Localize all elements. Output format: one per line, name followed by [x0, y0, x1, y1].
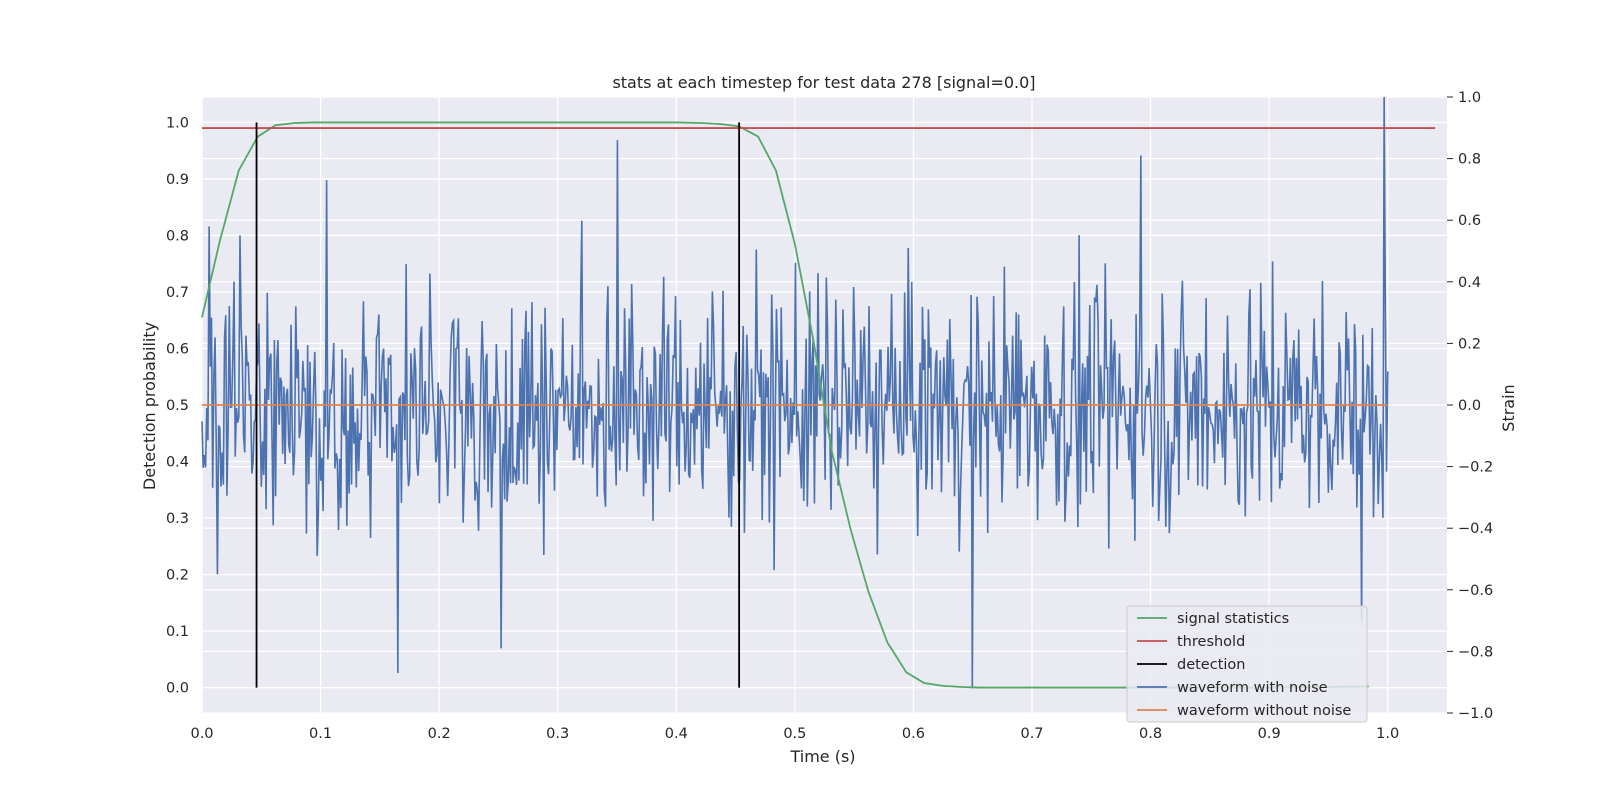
y-tick-label-right: 0.0 — [1458, 398, 1481, 414]
y-tick-label-left: 1.0 — [166, 115, 189, 131]
legend: signal statistics threshold detection wavef… — [1126, 605, 1368, 723]
y-tick-label-right: −1.0 — [1458, 706, 1493, 722]
y-tick-label-right: 0.6 — [1458, 213, 1481, 229]
series-layer — [201, 96, 1436, 689]
y-tick-label-left: 0.0 — [166, 681, 189, 697]
y-tick-label-left: 0.2 — [166, 568, 189, 584]
y-tick-label-left: 0.5 — [166, 398, 189, 414]
y-tick-label-left: 0.9 — [166, 172, 189, 188]
tick-labels: 0.0 0.1 0.2 0.3 0.4 0.5 0.6 0.7 0.8 0.9 1.0 0.0 0.1 0… — [166, 90, 1493, 742]
y-tick-label-right: 0.2 — [1458, 336, 1481, 352]
x-tick-label: 0.9 — [1258, 726, 1281, 742]
y-tick-label-right: −0.2 — [1458, 460, 1493, 476]
legend-label: waveform without noise — [1177, 703, 1351, 719]
y-axis-title-left: Detection probability — [140, 322, 159, 490]
x-axis-title: Time (s) — [789, 747, 855, 766]
legend-label: waveform with noise — [1177, 680, 1328, 696]
y-tick-label-right: 0.4 — [1458, 275, 1481, 291]
y-tick-label-left: 0.7 — [166, 285, 189, 301]
chart-title: stats at each timestep for test data 278… — [612, 73, 1035, 92]
series-signal-statistics — [201, 121, 1369, 689]
y-tick-label-left: 0.4 — [166, 455, 189, 471]
x-tick-label: 0.6 — [902, 726, 925, 742]
x-tick-label: 0.0 — [190, 726, 213, 742]
legend-label: signal statistics — [1177, 611, 1289, 627]
x-tick-label: 0.2 — [428, 726, 451, 742]
y-axis-title-right: Strain — [1499, 384, 1518, 431]
y-tick-label-left: 0.6 — [166, 341, 189, 357]
x-tick-label: 0.7 — [1020, 726, 1043, 742]
series-waveform-with-noise — [201, 96, 1389, 689]
legend-label: detection — [1177, 657, 1245, 673]
y-tick-label-right: 0.8 — [1458, 152, 1481, 168]
legend-label: threshold — [1177, 634, 1245, 650]
y-tick-label-right: −0.4 — [1458, 521, 1493, 537]
y-tick-label-left: 0.3 — [166, 511, 189, 527]
legend-box — [1126, 605, 1368, 723]
x-tick-label: 0.5 — [783, 726, 806, 742]
y-tick-label-right: 1.0 — [1458, 90, 1481, 106]
x-tick-label: 0.1 — [309, 726, 332, 742]
y-tick-label-left: 0.1 — [166, 624, 189, 640]
y-tick-label-right: −0.6 — [1458, 583, 1493, 599]
x-tick-label: 0.4 — [665, 726, 688, 742]
x-tick-label: 1.0 — [1376, 726, 1399, 742]
y-tick-label-left: 0.8 — [166, 228, 189, 244]
x-tick-label: 0.8 — [1139, 726, 1162, 742]
x-tick-label: 0.3 — [546, 726, 569, 742]
y-tick-label-right: −0.8 — [1458, 644, 1493, 660]
